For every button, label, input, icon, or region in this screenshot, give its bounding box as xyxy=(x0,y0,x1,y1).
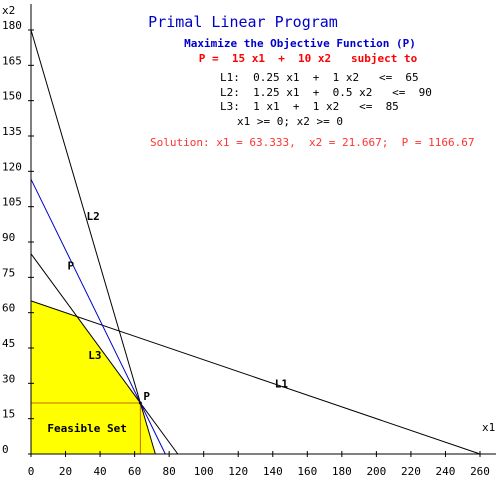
x-tick-label: 0 xyxy=(28,465,35,478)
line-label-l2: L2 xyxy=(87,210,100,223)
y-axis-label: x2 xyxy=(2,4,15,17)
x-tick-label: 240 xyxy=(436,465,456,478)
x-axis-label: x1 xyxy=(482,421,495,434)
y-tick-label: 30 xyxy=(2,372,15,385)
line-label-l3: L3 xyxy=(88,349,101,362)
line-p xyxy=(30,178,166,455)
line-l3 xyxy=(30,253,179,455)
line-label-l1: L1 xyxy=(275,377,289,390)
y-tick-label: 135 xyxy=(2,125,22,138)
constraint-l2: L2: 1.25 x1 + 0.5 x2 <= 90 xyxy=(220,86,432,99)
x-tick-label: 20 xyxy=(59,465,72,478)
feasible-set-label: Feasible Set xyxy=(47,422,126,435)
y-tick-label: 105 xyxy=(2,196,22,209)
line-l1 xyxy=(30,300,481,455)
x-tick-label: 140 xyxy=(263,465,283,478)
nonnegativity-constraint: x1 >= 0; x2 >= 0 xyxy=(237,115,343,128)
x-tick-label: 260 xyxy=(470,465,490,478)
y-tick-label: 165 xyxy=(2,54,22,67)
y-tick-label: 0 xyxy=(2,443,9,456)
y-tick-label: 120 xyxy=(2,160,22,173)
x-tick-label: 100 xyxy=(194,465,214,478)
line-label-p: P xyxy=(68,260,75,273)
constraint-l3: L3: 1 x1 + 1 x2 <= 85 xyxy=(220,100,399,113)
x-tick-label: 200 xyxy=(366,465,386,478)
objective-function: P = 15 x1 + 10 x2 subject to xyxy=(199,52,418,65)
optimum-point-label: P xyxy=(143,390,150,403)
y-tick-label: 75 xyxy=(2,266,15,279)
x-tick-label: 60 xyxy=(128,465,141,478)
y-tick-label: 15 xyxy=(2,408,15,421)
x-tick-label: 40 xyxy=(93,465,106,478)
constraint-l1: L1: 0.25 x1 + 1 x2 <= 65 xyxy=(220,71,419,84)
x-tick-label: 160 xyxy=(297,465,317,478)
solution-text: Solution: x1 = 63.333, x2 = 21.667; P = … xyxy=(150,136,475,149)
y-tick-label: 150 xyxy=(2,90,22,103)
y-tick-label: 60 xyxy=(2,302,15,315)
x-tick-label: 80 xyxy=(163,465,176,478)
feasible-region xyxy=(31,300,156,454)
x-tick-label: 120 xyxy=(228,465,248,478)
x-tick-label: 180 xyxy=(332,465,352,478)
y-tick-label: 180 xyxy=(2,19,22,32)
y-tick-label: 90 xyxy=(2,231,15,244)
chart-subtitle: Maximize the Objective Function (P) xyxy=(184,37,416,50)
line-l2 xyxy=(30,29,156,455)
chart-title: Primal Linear Program xyxy=(148,13,338,31)
optimum-point xyxy=(138,401,142,405)
y-tick-label: 45 xyxy=(2,337,15,350)
x-tick-label: 220 xyxy=(401,465,421,478)
